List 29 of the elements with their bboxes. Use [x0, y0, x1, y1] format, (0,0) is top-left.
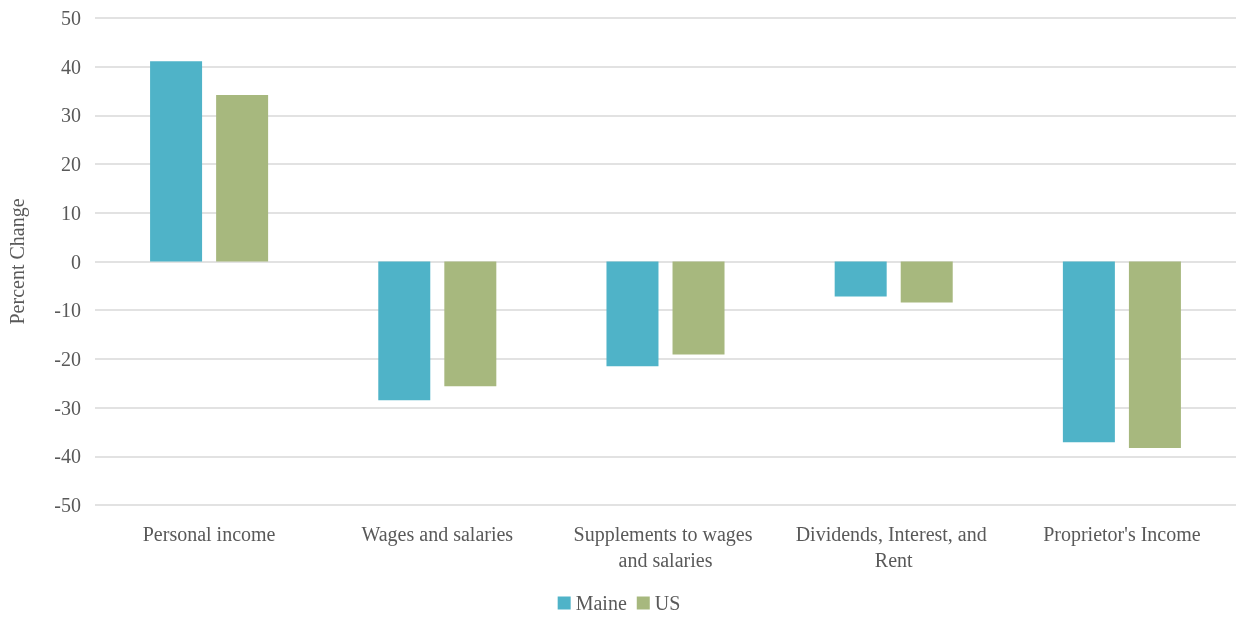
bar [606, 261, 659, 367]
y-tick-label: 40 [61, 55, 81, 78]
x-tick-label: Dividends, Interest, and Rent [795, 523, 992, 571]
y-tick-label: 20 [61, 153, 81, 176]
bar [216, 94, 269, 262]
bar [1128, 261, 1181, 449]
bar [900, 261, 953, 303]
legend-label: Maine [575, 592, 627, 614]
bar [378, 261, 431, 401]
bar [150, 61, 203, 262]
x-tick-label: Personal income [142, 523, 276, 545]
x-tick-label: Supplements to wages and salaries [573, 523, 758, 571]
x-tick-label: Wages and salaries [361, 523, 514, 546]
x-tick-label: Proprietor's Income [1043, 523, 1201, 546]
bar [672, 261, 725, 355]
y-tick-label: 50 [61, 7, 81, 29]
y-tick-label: 10 [61, 201, 81, 224]
legend-label: US [654, 592, 681, 614]
y-tick-label: -10 [54, 299, 81, 322]
y-axis-title: Percent Change [6, 198, 29, 325]
bar [834, 261, 887, 297]
y-tick-label: -20 [54, 347, 81, 370]
bar [1062, 261, 1115, 443]
y-tick-label: -40 [54, 445, 81, 468]
y-tick-label: -50 [54, 494, 81, 516]
y-tick-label: 0 [71, 250, 81, 273]
y-tick-label: -30 [54, 396, 81, 419]
y-tick-label: 30 [61, 104, 81, 127]
bar [444, 261, 497, 387]
